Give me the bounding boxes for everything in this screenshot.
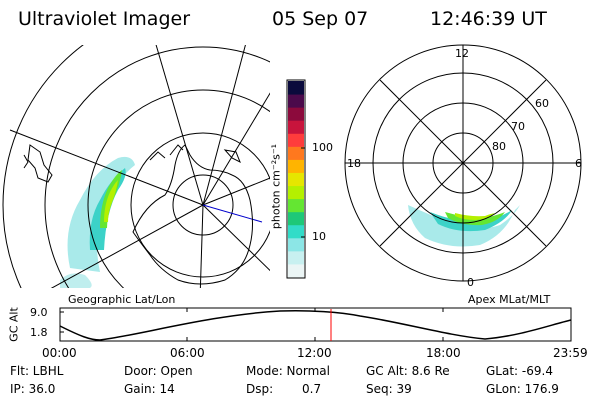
- info-dsp-label: Dsp:: [246, 382, 274, 396]
- info-seq: Seq: 39: [366, 382, 412, 396]
- geographic-map: [2, 45, 270, 288]
- coastlines: [23, 144, 253, 285]
- latitude-circles: [2, 45, 270, 288]
- colorbar-segment: [288, 120, 304, 134]
- right-panel-caption: Apex MLat/MLT: [468, 293, 551, 306]
- colorbar-segment: [288, 224, 304, 239]
- colorbar-segment: [288, 263, 304, 278]
- alt-strip-frame: [59, 307, 572, 342]
- colorbar-tick-label-100: 100: [312, 141, 333, 154]
- mlat-label-70: 70: [511, 120, 525, 133]
- info-glon: GLon: 176.9: [486, 382, 559, 396]
- colorbar-tick-label-10: 10: [312, 230, 326, 243]
- meridian-lines: [9, 45, 270, 288]
- colorbar-segment: [288, 94, 304, 108]
- alt-xtick-1200: 12:00: [297, 346, 332, 360]
- info-filter: Flt: LBHL: [10, 364, 64, 378]
- mlt-label-6: 6: [575, 157, 582, 170]
- polar-plot: [344, 44, 582, 282]
- mlt-label-18: 18: [347, 157, 361, 170]
- colorbar-segment: [288, 211, 304, 226]
- colorbar-segment: [288, 81, 304, 95]
- colorbar-segment: [288, 146, 304, 160]
- alt-ytick-9: 9.0: [30, 306, 48, 319]
- mlat-label-60: 60: [535, 97, 549, 110]
- aurora-emission-left: [60, 156, 135, 288]
- alt-xtick-2359: 23:59: [553, 346, 588, 360]
- alt-xtick-0000: 00:00: [42, 346, 77, 360]
- polar-spokes: [345, 45, 581, 281]
- colorbar-segment: [288, 107, 304, 121]
- info-door: Door: Open: [124, 364, 193, 378]
- altitude-curve: [59, 310, 572, 341]
- colorbar-segment: [288, 237, 304, 252]
- colorbar-segment: [288, 172, 304, 187]
- info-mode: Mode: Normal: [246, 364, 330, 378]
- mlat-label-80: 80: [492, 140, 506, 153]
- alt-xtick-1800: 18:00: [426, 346, 461, 360]
- date-label: 05 Sep 07: [272, 8, 369, 30]
- colorbar-segment: [288, 133, 304, 147]
- info-glat: GLat: -69.4: [486, 364, 553, 378]
- colorbar-frame: [286, 79, 306, 279]
- colorbar-segment: [288, 250, 304, 265]
- mlt-label-0: 0: [467, 276, 474, 289]
- left-panel-caption: Geographic Lat/Lon: [68, 293, 176, 306]
- colorbar-segment: [288, 159, 304, 173]
- app-title: Ultraviolet Imager: [18, 8, 191, 30]
- colorbar: [286, 79, 306, 279]
- aurora-emission-right: [408, 203, 522, 247]
- mlt-label-12: 12: [455, 47, 469, 60]
- colorbar-unit-label: photon cm⁻²s⁻¹: [269, 143, 283, 230]
- altitude-strip: [59, 307, 572, 342]
- info-ip: IP: 36.0: [10, 382, 56, 396]
- colorbar-segment: [288, 185, 304, 200]
- info-dsp-value: 0.7: [302, 382, 322, 396]
- alt-axis-label: GC Alt: [7, 307, 21, 342]
- alt-ytick-1_8: 1.8: [30, 326, 48, 339]
- time-label: 12:46:39 UT: [430, 8, 547, 30]
- info-gc-alt: GC Alt: 8.6 Re: [366, 364, 450, 378]
- info-gain: Gain: 14: [124, 382, 175, 396]
- colorbar-segment: [288, 198, 304, 213]
- polar-lat-circles: [344, 44, 582, 282]
- alt-xtick-0600: 06:00: [170, 346, 205, 360]
